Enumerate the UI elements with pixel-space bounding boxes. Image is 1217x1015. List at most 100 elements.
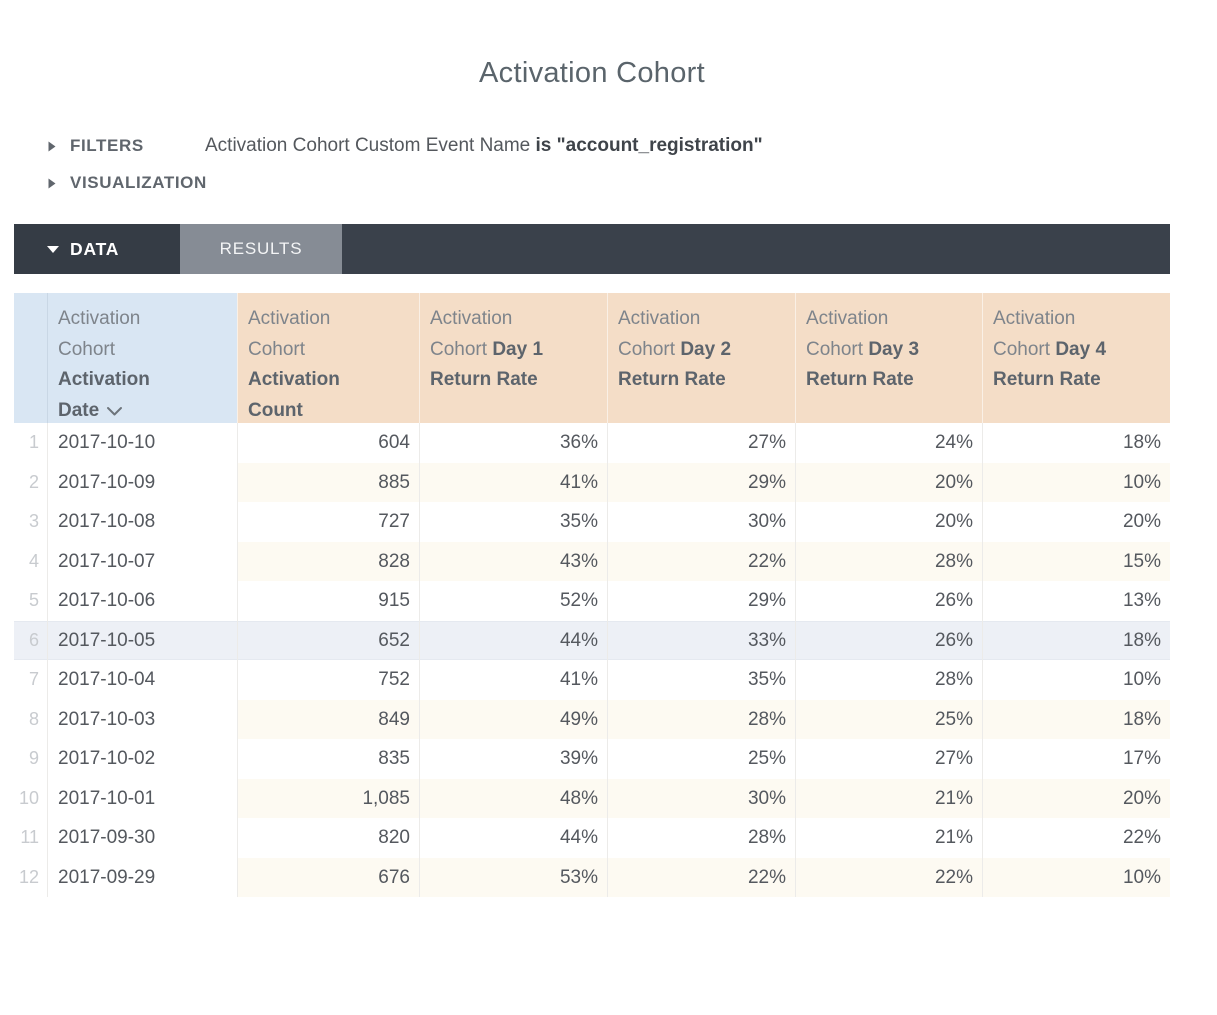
triangle-right-icon bbox=[48, 141, 56, 152]
filters-toggle[interactable]: FILTERS bbox=[14, 136, 205, 156]
filter-description: Activation Cohort Custom Event Name is "… bbox=[205, 135, 763, 157]
cell-day4: 15% bbox=[982, 541, 1170, 581]
table-row[interactable]: 8 2017-10-03 849 49% 28% 25% 18% bbox=[14, 699, 1170, 739]
header-text: Cohort bbox=[806, 338, 869, 360]
header-text: Cohort bbox=[58, 338, 116, 360]
cell-count: 835 bbox=[237, 739, 419, 779]
header-text: Activation bbox=[58, 308, 141, 329]
cell-day2: 22% bbox=[607, 541, 795, 581]
table-row[interactable]: 6 2017-10-05 652 44% 33% 26% 18% bbox=[14, 620, 1170, 660]
cell-count: 915 bbox=[237, 581, 419, 621]
tab-results-label: RESULTS bbox=[219, 239, 303, 258]
cell-day2: 30% bbox=[607, 502, 795, 542]
row-number: 12 bbox=[18, 866, 39, 887]
table-row[interactable]: 12 2017-09-29 676 53% 22% 22% 10% bbox=[14, 857, 1170, 897]
cell-date: 2017-10-09 bbox=[47, 462, 237, 502]
cell-day4: 20% bbox=[982, 778, 1170, 818]
cell-day2: 28% bbox=[607, 818, 795, 858]
table-row[interactable]: 2 2017-10-09 885 41% 29% 20% 10% bbox=[14, 462, 1170, 502]
column-header-day3-return-rate[interactable]: Activation Cohort Day 3 Return Rate bbox=[795, 293, 982, 423]
row-number: 1 bbox=[28, 432, 39, 452]
cell-day1: 41% bbox=[419, 462, 607, 502]
column-header-day4-return-rate[interactable]: Activation Cohort Day 4 Return Rate bbox=[982, 293, 1170, 423]
cell-date: 2017-10-03 bbox=[47, 699, 237, 739]
cell-day2: 28% bbox=[607, 699, 795, 739]
cell-date: 2017-10-01 bbox=[47, 778, 237, 818]
filter-description-value: is "account_registration" bbox=[535, 135, 763, 156]
cohort-table: Activation Cohort Activation Date Activation… bbox=[14, 293, 1170, 897]
cell-date: 2017-10-02 bbox=[47, 739, 237, 779]
header-text: Date bbox=[58, 399, 100, 421]
row-number: 7 bbox=[28, 669, 39, 689]
header-line: Activation bbox=[248, 365, 409, 396]
cell-day1: 49% bbox=[419, 699, 607, 739]
table-row[interactable]: 9 2017-10-02 835 39% 25% 27% 17% bbox=[14, 739, 1170, 779]
cell-day1: 48% bbox=[419, 778, 607, 818]
cell-date: 2017-09-30 bbox=[47, 818, 237, 858]
cell-day3: 26% bbox=[795, 620, 982, 660]
table-row[interactable]: 3 2017-10-08 727 35% 30% 20% 20% bbox=[14, 502, 1170, 542]
header-line: Cohort Day 2 bbox=[618, 335, 785, 366]
caret-down-icon bbox=[47, 245, 59, 253]
row-number: 11 bbox=[20, 827, 39, 847]
table-body: 1 2017-10-10 604 36% 27% 24% 18% 2 2017-10-09 885… bbox=[14, 423, 1170, 897]
cell-day2: 30% bbox=[607, 778, 795, 818]
header-line: Cohort bbox=[248, 335, 409, 366]
header-line: Cohort Day 3 bbox=[806, 335, 972, 366]
table-row[interactable]: 1 2017-10-10 604 36% 27% 24% 18% bbox=[14, 423, 1170, 463]
header-line: Activation bbox=[806, 304, 972, 335]
column-header-day1-return-rate[interactable]: Activation Cohort Day 1 Return Rate bbox=[419, 293, 607, 423]
cell-date: 2017-10-10 bbox=[47, 423, 237, 463]
filters-label: FILTERS bbox=[70, 136, 144, 155]
row-number: 9 bbox=[28, 748, 39, 768]
header-line: Return Rate bbox=[806, 365, 972, 396]
cell-day4: 18% bbox=[982, 620, 1170, 660]
header-line: Cohort Day 4 bbox=[993, 335, 1160, 366]
tab-bar: DATA RESULTS bbox=[14, 224, 1170, 274]
header-line: Cohort bbox=[58, 335, 227, 366]
row-number: 8 bbox=[28, 708, 39, 729]
table-row[interactable]: 11 2017-09-30 820 44% 28% 21% 22% bbox=[14, 818, 1170, 858]
header-text: Day 1 bbox=[492, 338, 544, 360]
cell-count: 727 bbox=[237, 502, 419, 542]
table-row[interactable]: 4 2017-10-07 828 43% 22% 28% 15% bbox=[14, 541, 1170, 581]
header-text: Day 4 bbox=[1055, 338, 1107, 360]
cell-count: 828 bbox=[237, 541, 419, 581]
tab-data[interactable]: DATA bbox=[14, 224, 180, 274]
filter-description-text: Activation Cohort Custom Event Name bbox=[205, 135, 536, 156]
column-header-activation-count[interactable]: Activation Cohort Activation Count bbox=[237, 293, 419, 423]
cell-count: 752 bbox=[237, 660, 419, 700]
header-line: Return Rate bbox=[993, 365, 1160, 396]
row-number: 4 bbox=[28, 550, 39, 571]
table-row[interactable]: 10 2017-10-01 1,085 48% 30% 21% 20% bbox=[14, 778, 1170, 818]
row-number: 5 bbox=[28, 590, 39, 610]
column-header-activation-date[interactable]: Activation Cohort Activation Date bbox=[47, 293, 237, 423]
table-row[interactable]: 7 2017-10-04 752 41% 35% 28% 10% bbox=[14, 660, 1170, 700]
cell-count: 652 bbox=[237, 620, 419, 660]
column-header-day2-return-rate[interactable]: Activation Cohort Day 2 Return Rate bbox=[607, 293, 795, 423]
cell-day2: 33% bbox=[607, 620, 795, 660]
cell-day4: 18% bbox=[982, 423, 1170, 463]
cell-date: 2017-10-07 bbox=[47, 541, 237, 581]
visualization-toggle[interactable]: VISUALIZATION bbox=[14, 173, 207, 193]
header-line: Activation bbox=[993, 304, 1160, 335]
header-text: Return Rate bbox=[993, 369, 1101, 391]
cell-day4: 22% bbox=[982, 818, 1170, 858]
page-title: Activation Cohort bbox=[479, 57, 705, 89]
header-text: Count bbox=[248, 399, 303, 421]
header-text: Activation bbox=[248, 369, 340, 391]
header-line: Count bbox=[248, 396, 409, 423]
tab-results[interactable]: RESULTS bbox=[180, 224, 342, 274]
cell-count: 820 bbox=[237, 818, 419, 858]
table-row[interactable]: 5 2017-10-06 915 52% 29% 26% 13% bbox=[14, 581, 1170, 621]
cell-date: 2017-10-06 bbox=[47, 581, 237, 621]
header-text: Activation bbox=[58, 369, 150, 391]
cell-day4: 17% bbox=[982, 739, 1170, 779]
cell-date: 2017-10-05 bbox=[47, 620, 237, 660]
header-text: Return Rate bbox=[806, 369, 914, 391]
header-text: Activation bbox=[618, 308, 701, 329]
cell-day3: 26% bbox=[795, 581, 982, 621]
cell-day3: 28% bbox=[795, 541, 982, 581]
page: Activation Cohort FILTERS Activation Coh… bbox=[14, 56, 1170, 897]
table-header: Activation Cohort Activation Date Activation… bbox=[14, 293, 1170, 423]
